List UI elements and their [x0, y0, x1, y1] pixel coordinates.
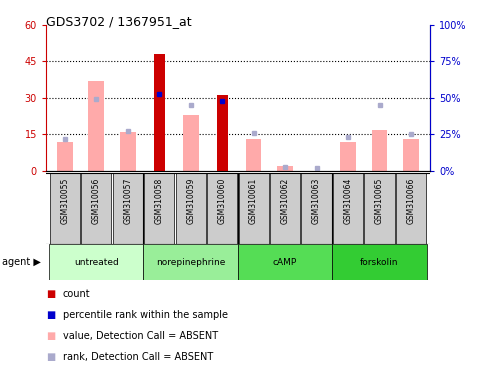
Bar — [144, 173, 174, 244]
Bar — [88, 81, 104, 171]
Bar — [332, 244, 426, 280]
Bar — [238, 244, 332, 280]
Text: GSM310056: GSM310056 — [92, 178, 101, 224]
Text: GSM310063: GSM310063 — [312, 178, 321, 224]
Text: untreated: untreated — [74, 258, 119, 266]
Text: GSM310057: GSM310057 — [123, 178, 132, 224]
Bar — [57, 142, 72, 171]
Bar — [371, 129, 387, 171]
Bar — [333, 173, 363, 244]
Bar — [270, 173, 300, 244]
Bar — [207, 173, 237, 244]
Text: cAMP: cAMP — [273, 258, 297, 266]
Bar — [49, 244, 143, 280]
Text: value, Detection Call = ABSENT: value, Detection Call = ABSENT — [63, 331, 218, 341]
Text: ■: ■ — [46, 289, 55, 299]
Bar — [175, 173, 206, 244]
Text: agent ▶: agent ▶ — [2, 257, 41, 267]
Text: rank, Detection Call = ABSENT: rank, Detection Call = ABSENT — [63, 352, 213, 362]
Text: GSM310055: GSM310055 — [60, 178, 69, 224]
Text: percentile rank within the sample: percentile rank within the sample — [63, 310, 228, 320]
Text: forskolin: forskolin — [360, 258, 399, 266]
Text: GSM310061: GSM310061 — [249, 178, 258, 224]
Text: ■: ■ — [46, 331, 55, 341]
Bar — [120, 132, 136, 171]
Text: GSM310062: GSM310062 — [281, 178, 290, 224]
Bar — [246, 139, 261, 171]
Bar — [364, 173, 395, 244]
Bar — [113, 173, 143, 244]
Bar — [340, 142, 356, 171]
Text: ■: ■ — [46, 352, 55, 362]
Text: norepinephrine: norepinephrine — [156, 258, 226, 266]
Text: GSM310064: GSM310064 — [343, 178, 353, 224]
Text: count: count — [63, 289, 90, 299]
Text: GSM310066: GSM310066 — [407, 178, 415, 224]
Bar — [154, 54, 165, 171]
Bar — [183, 115, 199, 171]
Bar — [143, 244, 238, 280]
Bar — [277, 166, 293, 171]
Text: GSM310059: GSM310059 — [186, 178, 195, 224]
Bar — [301, 173, 332, 244]
Text: GSM310060: GSM310060 — [218, 178, 227, 224]
Text: GSM310058: GSM310058 — [155, 178, 164, 224]
Bar — [239, 173, 269, 244]
Text: GSM310065: GSM310065 — [375, 178, 384, 224]
Bar — [81, 173, 112, 244]
Bar — [396, 173, 426, 244]
Bar — [50, 173, 80, 244]
Text: ■: ■ — [46, 310, 55, 320]
Text: GDS3702 / 1367951_at: GDS3702 / 1367951_at — [46, 15, 192, 28]
Bar — [217, 96, 227, 171]
Bar — [403, 139, 419, 171]
